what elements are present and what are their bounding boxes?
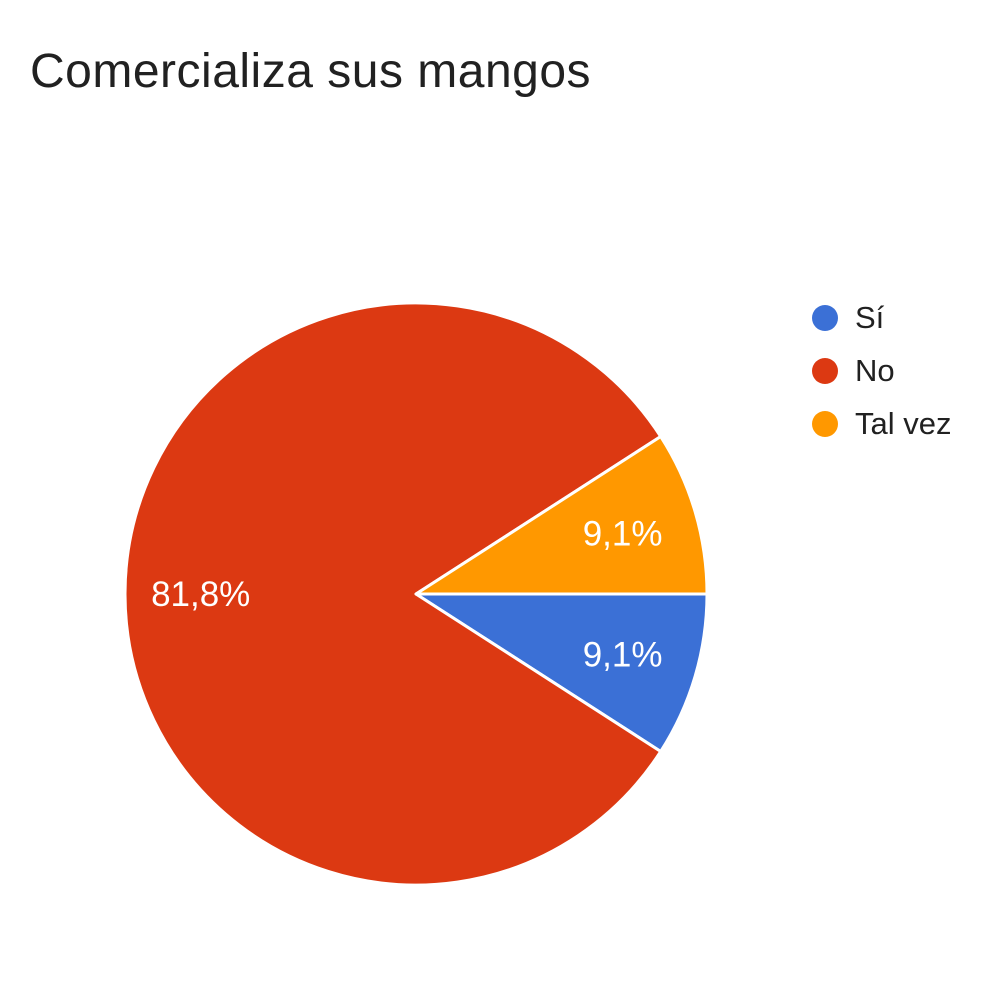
legend-dot-no-icon: [812, 357, 838, 384]
pie-slice-no: [123, 301, 663, 887]
pie-chart: 9,1% 81,8% 9,1%: [123, 301, 709, 887]
legend-label-talvez: Tal vez: [855, 405, 952, 441]
slice-label-tal-vez: 9,1%: [583, 514, 663, 553]
legend-item-talvez: Tal vez: [812, 406, 951, 441]
pie-slice-sí: [414, 592, 709, 753]
legend-label-no: No: [855, 352, 895, 388]
pie-slice-tal-vez: [414, 435, 709, 596]
legend-label-si: Sí: [855, 299, 885, 335]
slice-label-no: 81,8%: [151, 575, 250, 614]
chart-title: Comercializa sus mangos: [30, 45, 592, 98]
legend: Sí No Tal vez: [812, 300, 951, 441]
legend-item-si: Sí: [812, 300, 951, 335]
legend-item-no: No: [812, 353, 951, 388]
slice-label-sí: 9,1%: [583, 636, 663, 675]
legend-dot-talvez-icon: [812, 410, 838, 437]
legend-dot-si-icon: [812, 304, 838, 331]
